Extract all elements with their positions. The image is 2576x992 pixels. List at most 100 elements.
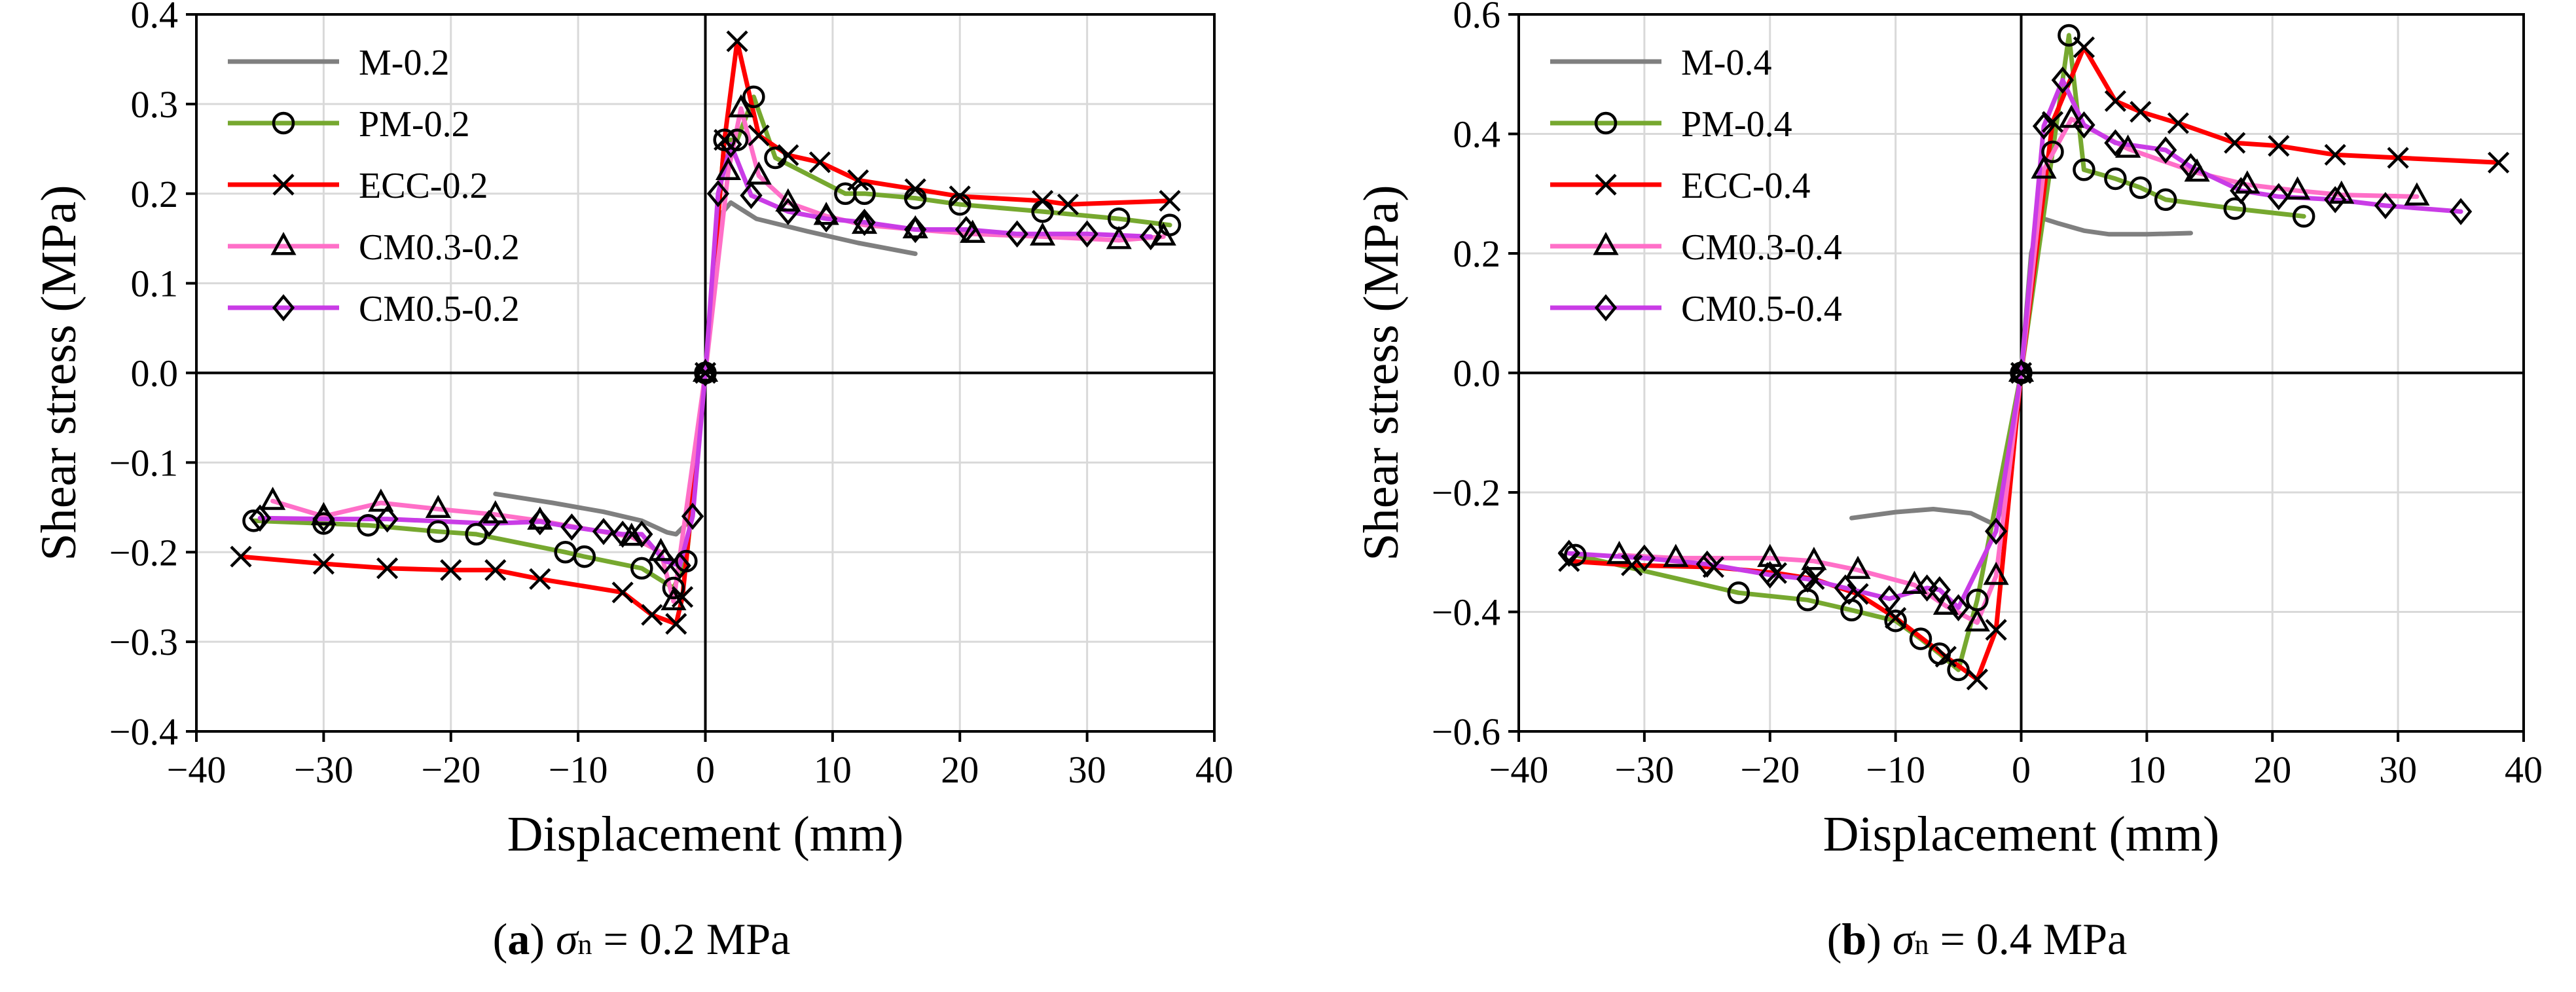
data-point-diamond	[740, 181, 763, 210]
caption-value: = 0.2 MPa	[592, 914, 791, 964]
data-point-diamond	[776, 198, 800, 225]
data-point-triangle	[425, 494, 451, 519]
data-point-x	[641, 604, 663, 626]
data-point-x	[1031, 190, 1054, 212]
caption-a: (a) σn = 0.2 MPa	[492, 914, 791, 964]
data-point-triangle	[1845, 555, 1871, 579]
data-point-circle	[1909, 627, 1932, 650]
x-tick-label: 10	[814, 748, 852, 791]
data-point-diamond	[1947, 594, 1970, 621]
series-markers	[249, 130, 1162, 579]
data-point-diamond	[249, 504, 272, 532]
data-point-diamond	[1076, 220, 1098, 248]
data-point-diamond	[814, 205, 838, 232]
y-tick-label: −0.1	[109, 441, 178, 484]
data-point-x	[777, 144, 799, 166]
data-point-circle	[662, 576, 685, 600]
data-point-x	[2488, 151, 2510, 174]
data-point-diamond	[528, 507, 551, 536]
data-point-x	[1159, 190, 1181, 212]
data-point-x	[2387, 147, 2409, 169]
data-point-triangle	[1901, 570, 1927, 594]
data-point-triangle	[1983, 561, 2009, 585]
y-tick-label: 0.2	[131, 173, 179, 215]
data-point-triangle	[260, 487, 286, 510]
data-point-circle	[2129, 176, 2152, 199]
data-point-x	[748, 124, 770, 147]
data-point-triangle	[1801, 547, 1827, 570]
caption-sigma: σ	[1892, 914, 1915, 964]
data-point-circle	[2073, 158, 2095, 181]
data-point-triangle	[2008, 358, 2035, 382]
chart-panel-a: −40 −30 −20 −10 0 10 20 30 40 −0.4 −0.3 −0.2 −0.1 0.0…	[31, 0, 1233, 862]
data-point-diamond	[681, 502, 704, 530]
data-point-triangle	[1663, 543, 1689, 567]
x-tick-label: 0	[2012, 748, 2031, 791]
data-point-circle	[630, 557, 653, 580]
data-point-diamond	[1139, 223, 1162, 251]
data-point-triangle	[1593, 232, 1619, 255]
caption-label: a	[507, 914, 530, 964]
data-point-triangle	[960, 219, 986, 243]
y-axis-label: Shear stress (MPa)	[1354, 185, 1409, 560]
data-point-diamond	[719, 130, 742, 158]
x-tick-label: 20	[2253, 748, 2291, 791]
x-tick-label: −40	[167, 748, 227, 791]
data-point-diamond	[1006, 220, 1028, 248]
x-tick-label: 30	[2379, 748, 2417, 791]
data-point-diamond	[2449, 198, 2473, 225]
legend: M-0.2 PM-0.2 ECC-0.2 CM0.3-0.2 CM0.5-0.2	[228, 43, 520, 329]
x-tick-label: −20	[1740, 748, 1800, 791]
legend-label: M-0.2	[359, 43, 449, 83]
data-point-x	[2130, 101, 2152, 123]
x-tick-label: 40	[1195, 748, 1233, 791]
y-tick-label: 0.4	[1453, 113, 1501, 156]
y-tick-label: 0.0	[131, 352, 179, 395]
data-point-diamond	[477, 509, 501, 538]
data-point-diamond	[1834, 574, 1857, 602]
data-point-x	[484, 559, 507, 581]
y-tick-label: −0.4	[1432, 591, 1500, 634]
x-tick-label: −10	[1866, 748, 1925, 791]
data-point-triangle	[661, 587, 687, 611]
legend-label: CM0.5-0.4	[1681, 289, 1842, 329]
data-point-circle	[272, 111, 295, 135]
x-axis-label: Displacement (mm)	[507, 807, 904, 862]
data-point-x	[611, 581, 634, 604]
data-point-x	[671, 586, 694, 608]
data-point-circle	[1884, 609, 1907, 633]
x-axis-label: Displacement (mm)	[1823, 807, 2220, 862]
data-point-diamond	[853, 208, 876, 236]
data-point-circle	[242, 509, 265, 532]
x-tick-label: −20	[421, 748, 481, 791]
data-point-x	[847, 169, 869, 191]
data-point-diamond	[668, 551, 691, 579]
data-point-x	[312, 553, 335, 575]
x-tick-label: −40	[1489, 748, 1549, 791]
x-tick-label: 40	[2505, 748, 2543, 791]
data-point-x	[2167, 112, 2189, 134]
data-point-triangle	[902, 215, 928, 238]
data-point-diamond	[560, 513, 583, 541]
data-point-x	[949, 185, 971, 208]
data-point-triangle	[270, 232, 297, 255]
data-point-x	[2224, 132, 2246, 154]
data-point-diamond	[592, 517, 615, 545]
data-point-diamond	[630, 521, 653, 548]
data-point-x	[1595, 174, 1617, 196]
data-point-x	[2073, 36, 2095, 58]
data-point-diamond	[2230, 177, 2253, 204]
data-point-circle	[1727, 581, 1751, 604]
caption-subscript: n	[1914, 928, 1929, 961]
data-point-x	[1847, 583, 1869, 605]
x-tick-label: 10	[2128, 748, 2166, 791]
data-point-circle	[2292, 205, 2315, 228]
y-tick-label: −0.4	[109, 710, 178, 753]
data-point-circle	[853, 182, 876, 205]
data-point-x	[665, 613, 687, 635]
data-point-circle	[2154, 188, 2177, 211]
data-point-diamond	[694, 359, 717, 387]
data-point-triangle	[2058, 104, 2084, 128]
data-point-circle	[1564, 543, 1587, 567]
data-point-x	[1985, 619, 2007, 641]
